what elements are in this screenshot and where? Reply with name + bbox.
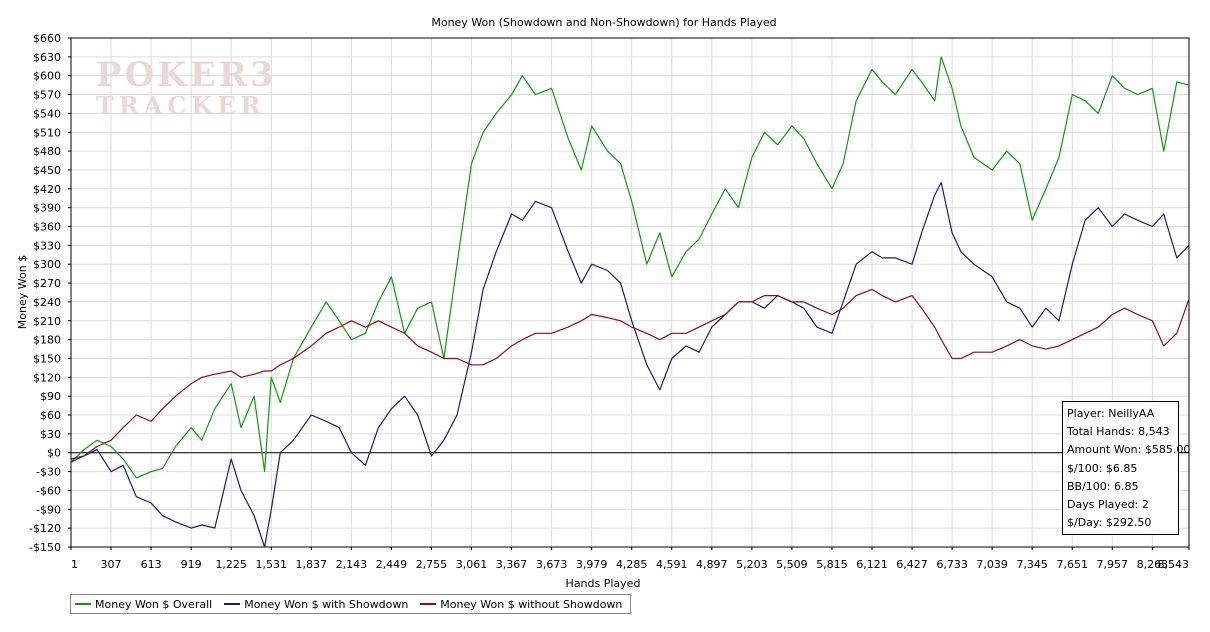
legend-label-overall: Money Won $ Overall — [95, 597, 213, 611]
x-tick-label: 5,203 — [736, 558, 768, 571]
y-tick-label: $300 — [33, 258, 61, 271]
plot-area — [70, 37, 1190, 548]
y-tick-label: $420 — [33, 183, 61, 196]
legend-label-non-showdown: Money Won $ without Showdown — [440, 597, 623, 611]
y-tick-label: $600 — [33, 70, 61, 83]
y-tick-label: $630 — [33, 51, 61, 64]
legend-label-showdown: Money Won $ with Showdown — [244, 597, 409, 611]
y-tick-label: $450 — [33, 164, 61, 177]
stat-total-hands: Total Hands: 8,543 — [1067, 425, 1170, 439]
y-axis: -$150 -$120 -$90 -$60 -$30 $0 $30 $60 $90 $120 $15… — [29, 32, 71, 554]
x-tick-label: 1 — [71, 558, 78, 571]
x-tick-label: 4,897 — [696, 558, 728, 571]
legend-swatch-overall — [75, 603, 91, 605]
series-line-overall — [70, 56, 1190, 479]
x-tick-label: 7,651 — [1057, 558, 1089, 571]
y-tick-label: $210 — [33, 315, 61, 328]
x-tick-label: 6,121 — [856, 558, 888, 571]
y-tick-label: $390 — [33, 202, 61, 215]
y-tick-label: $90 — [40, 390, 61, 403]
x-tick-label: 613 — [141, 558, 162, 571]
y-axis-label: Money Won $ — [16, 255, 29, 329]
series-lines — [70, 56, 1190, 548]
series-line-showdown — [70, 181, 1190, 548]
x-tick-label: 3,979 — [576, 558, 608, 571]
chart-grid — [70, 37, 1190, 548]
y-tick-label: $60 — [40, 409, 61, 422]
y-tick-label: $30 — [40, 428, 61, 441]
series-line-non-showdown — [70, 288, 1190, 463]
x-tick-label: 919 — [181, 558, 202, 571]
x-tick-label: 2,755 — [416, 558, 448, 571]
y-tick-label: $270 — [33, 277, 61, 290]
y-tick-label: $480 — [33, 145, 61, 158]
x-tick-label: 8,543 — [1158, 558, 1190, 571]
x-axis-label: Hands Played — [566, 577, 641, 590]
stat-amount-won: Amount Won: $585.00 — [1067, 443, 1191, 457]
x-tick-label: 1,531 — [256, 558, 288, 571]
x-tick-label: 2,143 — [336, 558, 368, 571]
legend-swatch-non-showdown — [420, 603, 437, 605]
x-tick-label: 8,263 — [1137, 558, 1169, 571]
x-tick-label: 4,285 — [616, 558, 648, 571]
y-tick-label: $180 — [33, 334, 61, 347]
x-tick-label: 2,449 — [376, 558, 408, 571]
legend-item-overall: Money Won $ Overall — [75, 598, 212, 611]
y-tick-label: $120 — [33, 371, 61, 384]
x-tick-label: 5,815 — [816, 558, 848, 571]
y-tick-label: -$90 — [36, 503, 61, 516]
x-tick-label: 3,673 — [536, 558, 568, 571]
x-tick-label: 3,061 — [456, 558, 488, 571]
y-tick-label: $330 — [33, 239, 61, 252]
y-tick-label: -$30 — [36, 466, 61, 479]
legend-item-showdown: Money Won $ with Showdown — [224, 598, 408, 611]
legend-item-non-showdown: Money Won $ without Showdown — [420, 598, 622, 611]
x-tick-label: 7,039 — [976, 558, 1008, 571]
stat-bb-per-100: BB/100: 6.85 — [1067, 479, 1139, 493]
x-tick-label: 5,509 — [776, 558, 808, 571]
chart-legend: Money Won $ Overall Money Won $ with Sho… — [70, 594, 632, 614]
stat-player: Player: NeillyAA — [1067, 407, 1155, 420]
x-tick-label: 307 — [101, 558, 122, 571]
y-tick-label: $240 — [33, 296, 61, 309]
y-tick-label: -$150 — [29, 541, 61, 554]
y-tick-label: $540 — [33, 107, 61, 120]
x-tick-label: 6,733 — [936, 558, 968, 571]
legend-swatch-showdown — [224, 603, 241, 605]
x-tick-label: 1,225 — [215, 558, 247, 571]
x-tick-label: 3,367 — [496, 558, 528, 571]
y-tick-label: $510 — [33, 126, 61, 139]
y-tick-label: $660 — [33, 32, 61, 45]
x-tick-label: 1,837 — [296, 558, 328, 571]
x-axis: 1 307 613 919 1,225 1,531 1,837 2,143 2,449 2,755… — [70, 547, 1190, 571]
y-tick-label: $360 — [33, 221, 61, 234]
stat-days-played: Days Played: 2 — [1067, 498, 1149, 512]
x-tick-label: 7,345 — [1016, 558, 1048, 571]
x-tick-label: 4,591 — [656, 558, 688, 571]
y-tick-label: $570 — [33, 89, 61, 102]
stat-dollars-per-day: $/Day: $292.50 — [1067, 516, 1152, 530]
stat-dollars-per-100: $/100: $6.85 — [1067, 461, 1138, 475]
y-tick-label: $150 — [33, 352, 61, 365]
y-tick-label: -$120 — [29, 522, 61, 535]
y-tick-label: -$60 — [36, 484, 61, 497]
x-tick-label: 7,957 — [1097, 558, 1129, 571]
chart-title: Money Won (Showdown and Non-Showdown) fo… — [431, 16, 776, 29]
y-tick-label: $0 — [47, 447, 61, 460]
player-stats-box: Player: NeillyAA Total Hands: 8,543 Amou… — [1062, 401, 1191, 535]
x-tick-label: 6,427 — [896, 558, 928, 571]
